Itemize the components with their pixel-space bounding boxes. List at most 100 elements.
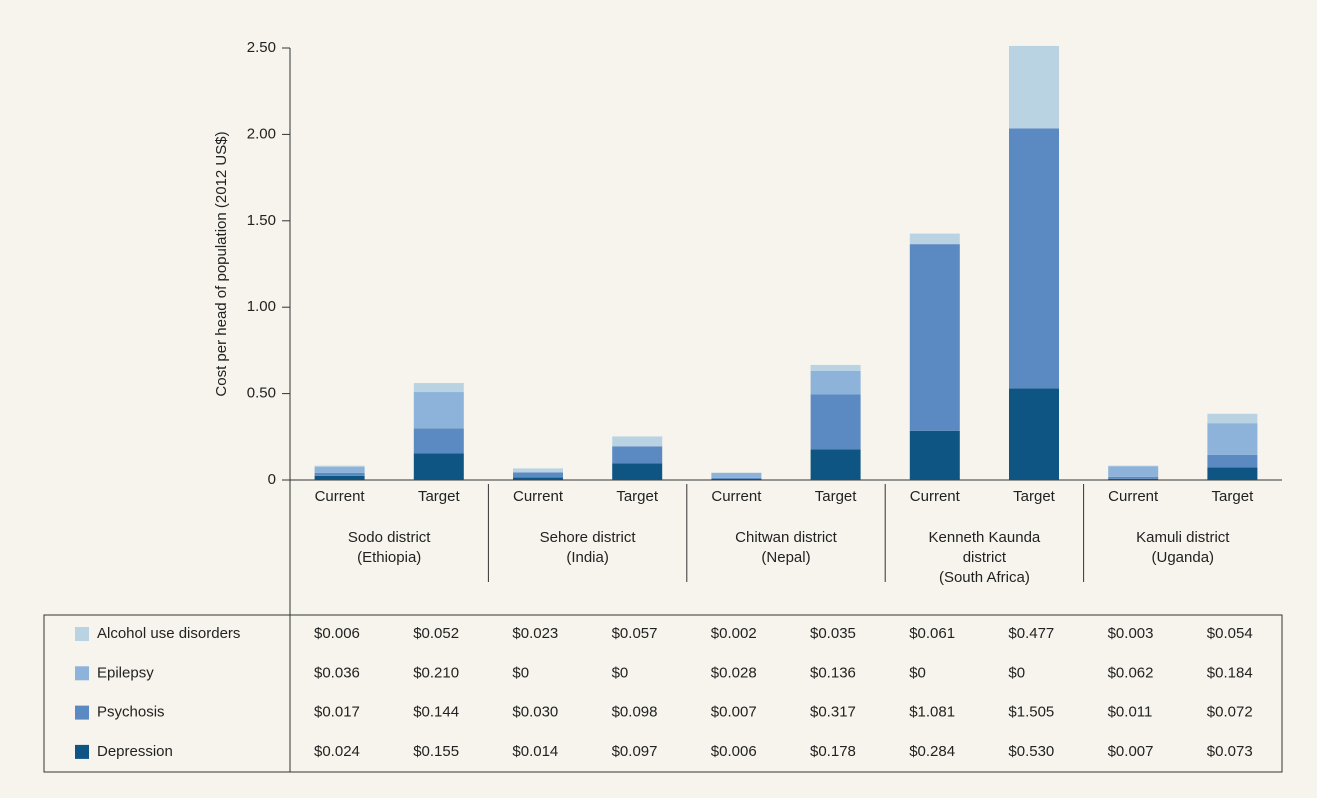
- table-cell: $0.006: [711, 743, 757, 760]
- bar-segment: [513, 477, 563, 480]
- bar-segment: [1207, 413, 1258, 424]
- group-label: (Nepal): [761, 549, 810, 566]
- table-cell: $0.030: [512, 704, 558, 721]
- legend-swatch: [75, 627, 89, 641]
- x-tick-label: Target: [418, 488, 461, 505]
- bar-segment: [413, 453, 464, 480]
- table-cell: $0.007: [711, 704, 757, 721]
- legend-label: Alcohol use disorders: [97, 625, 240, 642]
- group-label: Kamuli district: [1136, 529, 1230, 546]
- bar-segment: [314, 466, 365, 473]
- y-tick-label: 2.00: [247, 125, 276, 142]
- table-cell: $0.144: [413, 704, 459, 721]
- group-label: (Uganda): [1152, 549, 1215, 566]
- legend-swatch: [75, 705, 89, 720]
- bar-segment: [413, 392, 464, 429]
- table-cell: $0.006: [314, 625, 360, 642]
- table-cell: $0.317: [810, 704, 856, 721]
- bar-segment: [711, 472, 762, 478]
- legend-swatch: [75, 744, 89, 759]
- bar-segment: [513, 472, 563, 478]
- group-label: Sodo district: [348, 529, 431, 546]
- table-cell: $1.505: [1008, 704, 1054, 721]
- bar-segment: [1108, 465, 1159, 467]
- bar-segment: [1207, 423, 1258, 455]
- bar-segment: [711, 478, 762, 480]
- bar-segment: [1108, 466, 1159, 477]
- table-cell: $0.028: [711, 664, 757, 681]
- group-label: (India): [566, 549, 609, 566]
- bar-segment: [909, 244, 960, 431]
- y-tick-label: 1.50: [247, 212, 276, 229]
- bar-segment: [909, 430, 960, 480]
- bar-segment: [1108, 476, 1159, 479]
- bar-segment: [413, 383, 464, 393]
- bar-segment: [1009, 388, 1059, 480]
- table-cell: $0.054: [1207, 625, 1253, 642]
- group-label: Kenneth Kaunda: [929, 529, 1041, 546]
- table-cell: $0.023: [512, 625, 558, 642]
- legend-label: Depression: [97, 743, 173, 760]
- table-cell: $0.073: [1207, 743, 1253, 760]
- table-cell: $0.477: [1008, 625, 1054, 642]
- bar-segment: [1207, 467, 1258, 480]
- x-tick-label: Target: [616, 488, 659, 505]
- y-tick-label: 0: [268, 471, 276, 488]
- table-cell: $0.057: [612, 625, 658, 642]
- y-tick-label: 0.50: [247, 385, 276, 402]
- bar-segment: [810, 370, 861, 395]
- y-tick-label: 1.00: [247, 298, 276, 315]
- table-cell: $0.178: [810, 743, 856, 760]
- bar-segment: [1009, 45, 1059, 129]
- bar-segment: [1009, 128, 1059, 389]
- table-cell: $0: [1008, 664, 1025, 681]
- table-cell: $0.017: [314, 704, 360, 721]
- bar-segment: [513, 468, 563, 473]
- bar-segment: [810, 394, 861, 450]
- table-cell: $0.011: [1108, 704, 1153, 721]
- bar-segment: [314, 472, 365, 476]
- legend-swatch: [75, 666, 89, 681]
- table-cell: $0.072: [1207, 704, 1253, 721]
- table-cell: $0.155: [413, 743, 459, 760]
- table-cell: $0.024: [314, 743, 360, 760]
- bar-segment: [711, 477, 762, 479]
- x-tick-label: Current: [711, 488, 762, 505]
- table-cell: $0.136: [810, 664, 856, 681]
- legend-label: Psychosis: [97, 704, 165, 721]
- bar-segment: [1108, 478, 1159, 480]
- table-border: [43, 614, 1283, 773]
- group-label: Chitwan district: [735, 529, 838, 546]
- x-tick-label: Current: [513, 488, 564, 505]
- y-axis-label: Cost per head of population (2012 US$): [213, 131, 230, 396]
- table-cell: $0.036: [314, 664, 360, 681]
- bar-segment: [909, 233, 960, 245]
- bar-segment: [413, 428, 464, 454]
- x-tick-label: Target: [815, 488, 858, 505]
- x-tick-label: Current: [910, 488, 961, 505]
- bar-segment: [612, 446, 663, 464]
- x-tick-label: Target: [1212, 488, 1255, 505]
- table-cell: $0.184: [1207, 664, 1253, 681]
- table-cell: $0.098: [612, 704, 658, 721]
- table-cell: $0.061: [909, 625, 955, 642]
- y-tick-label: 2.50: [247, 39, 276, 56]
- bar-segment: [612, 436, 663, 447]
- bar-segment: [612, 463, 663, 480]
- table-cell: $0.210: [413, 664, 459, 681]
- group-label: Sehore district: [540, 529, 637, 546]
- bar-segment: [314, 475, 365, 480]
- table-cell: $0.002: [711, 625, 757, 642]
- group-label: district: [963, 549, 1007, 566]
- x-tick-label: Current: [1108, 488, 1159, 505]
- table-cell: $0.284: [909, 743, 955, 760]
- table-cell: $0.530: [1008, 743, 1054, 760]
- table-cell: $0.007: [1108, 743, 1154, 760]
- bar-segment: [810, 364, 861, 371]
- table-cell: $0.003: [1108, 625, 1154, 642]
- group-label: (South Africa): [939, 569, 1030, 586]
- table-cell: $1.081: [909, 704, 955, 721]
- x-tick-label: Current: [315, 488, 366, 505]
- table-cell: $0.052: [413, 625, 459, 642]
